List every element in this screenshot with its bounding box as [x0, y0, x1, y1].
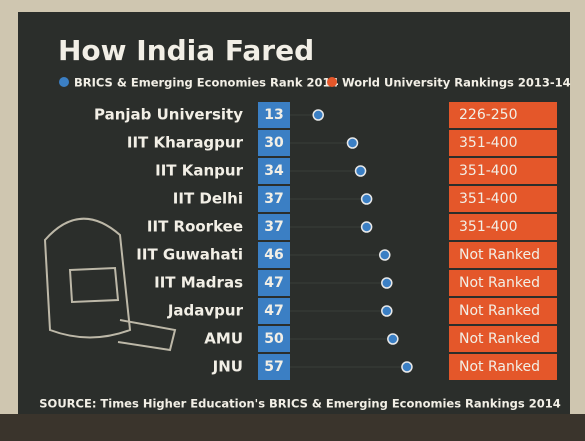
world-rank-label: 351-400	[459, 219, 518, 235]
category-label: Jadavpur	[167, 302, 244, 320]
dot	[356, 166, 366, 176]
rank-label: 47	[264, 303, 283, 319]
category-label: IIT Guwahati	[136, 246, 243, 264]
category-label: JNU	[212, 358, 243, 376]
source: SOURCE: Times Higher Education's BRICS &…	[39, 397, 560, 411]
dot	[382, 306, 392, 316]
category-label: AMU	[204, 330, 243, 348]
rank-label: 13	[264, 107, 283, 123]
dot	[362, 194, 372, 204]
category-label: IIT Kharagpur	[127, 134, 244, 152]
dot	[388, 334, 398, 344]
rank-label: 37	[264, 191, 283, 207]
rank-label: 30	[264, 135, 284, 151]
category-label: IIT Roorkee	[147, 218, 243, 236]
legend-label: BRICS & Emerging Economies Rank 2014	[74, 76, 338, 90]
chart-title: How India Fared	[58, 34, 314, 67]
chalkboard	[18, 12, 570, 414]
rank-label: 57	[264, 359, 283, 375]
world-rank-label: 351-400	[459, 135, 518, 151]
dot	[313, 110, 323, 120]
rank-label: 47	[264, 275, 283, 291]
legend-marker	[327, 77, 337, 87]
rank-label: 46	[264, 247, 283, 263]
category-label: IIT Kanpur	[155, 162, 243, 180]
world-rank-label: 226-250	[459, 107, 518, 123]
rank-label: 37	[264, 219, 283, 235]
shelf	[0, 414, 585, 441]
dot	[380, 250, 390, 260]
world-rank-label: 351-400	[459, 191, 518, 207]
chart: How India Fared SOURCE: Times Higher Edu…	[0, 0, 585, 441]
rank-label: 50	[264, 331, 284, 347]
category-label: Panjab University	[94, 106, 243, 124]
dot	[348, 138, 358, 148]
world-rank-label: Not Ranked	[459, 247, 540, 263]
dot	[402, 362, 412, 372]
world-rank-label: Not Ranked	[459, 275, 540, 291]
category-label: IIT Madras	[154, 274, 243, 292]
dot	[362, 222, 372, 232]
world-rank-label: 351-400	[459, 163, 518, 179]
world-rank-label: Not Ranked	[459, 331, 540, 347]
legend-marker	[59, 77, 69, 87]
world-rank-label: Not Ranked	[459, 303, 540, 319]
category-label: IIT Delhi	[173, 190, 243, 208]
rank-label: 34	[264, 163, 284, 179]
dot	[382, 278, 392, 288]
legend-label: World University Rankings 2013-14	[342, 76, 571, 90]
world-rank-label: Not Ranked	[459, 359, 540, 375]
